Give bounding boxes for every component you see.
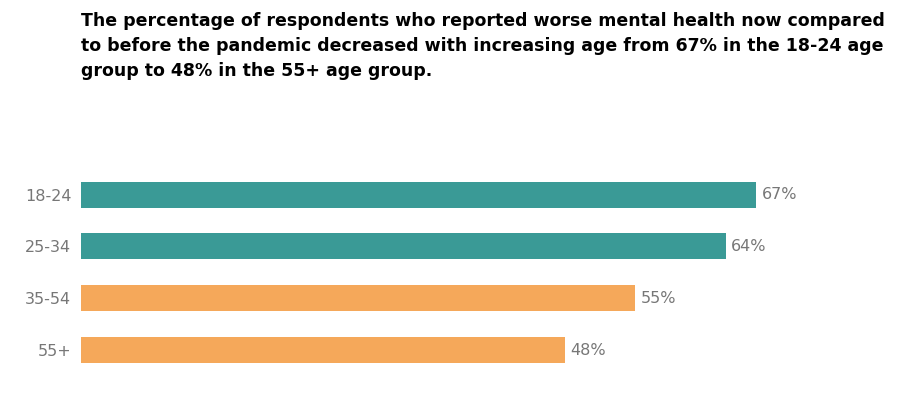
- Text: 67%: 67%: [761, 187, 796, 202]
- Bar: [81, 337, 565, 363]
- Bar: [81, 324, 837, 376]
- Bar: [81, 168, 837, 220]
- Bar: [81, 234, 726, 260]
- Text: 64%: 64%: [731, 239, 767, 254]
- Text: 48%: 48%: [570, 343, 606, 358]
- Text: 55%: 55%: [641, 291, 676, 306]
- Bar: [81, 220, 837, 272]
- Bar: [81, 182, 756, 208]
- Bar: [81, 272, 837, 324]
- Text: The percentage of respondents who reported worse mental health now compared
to b: The percentage of respondents who report…: [81, 12, 885, 80]
- Bar: [81, 285, 635, 311]
